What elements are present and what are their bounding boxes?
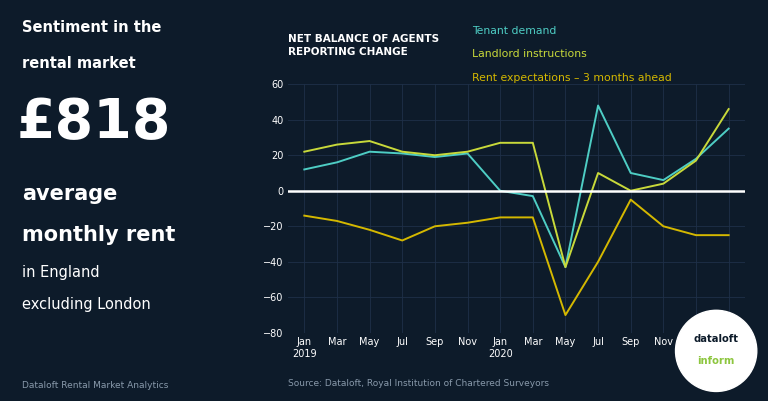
Text: in England: in England [22,265,99,279]
Circle shape [676,310,756,391]
Text: Tenant demand: Tenant demand [472,26,557,36]
Text: average: average [22,184,118,205]
Text: Sentiment in the: Sentiment in the [22,20,161,35]
Text: dataloft: dataloft [694,334,739,344]
Text: NET BALANCE OF AGENTS
REPORTING CHANGE: NET BALANCE OF AGENTS REPORTING CHANGE [288,34,439,57]
Text: Rent expectations – 3 months ahead: Rent expectations – 3 months ahead [472,73,672,83]
Text: Source: Dataloft, Royal Institution of Chartered Surveyors: Source: Dataloft, Royal Institution of C… [288,379,549,388]
Text: monthly rent: monthly rent [22,225,175,245]
Text: Dataloft Rental Market Analytics: Dataloft Rental Market Analytics [22,381,168,390]
Text: excluding London: excluding London [22,297,151,312]
Text: inform: inform [697,356,735,367]
Text: Landlord instructions: Landlord instructions [472,49,587,59]
Text: £818: £818 [16,96,170,150]
Text: rental market: rental market [22,56,136,71]
